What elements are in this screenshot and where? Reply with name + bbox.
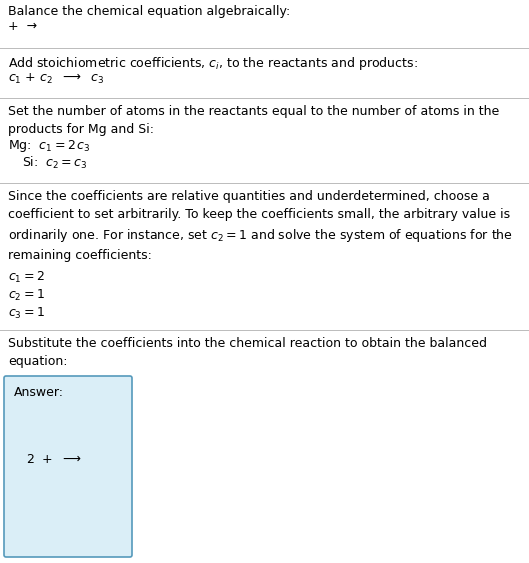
Text: Si:  $c_2 = c_3$: Si: $c_2 = c_3$ xyxy=(22,155,87,171)
Text: $c_1$ + $c_2$  $\longrightarrow$  $c_3$: $c_1$ + $c_2$ $\longrightarrow$ $c_3$ xyxy=(8,72,104,86)
Text: +  →: + → xyxy=(8,20,37,33)
Text: 2  +  $\longrightarrow$: 2 + $\longrightarrow$ xyxy=(26,453,82,466)
Text: $c_2 = 1$: $c_2 = 1$ xyxy=(8,288,45,303)
Text: Balance the chemical equation algebraically:: Balance the chemical equation algebraica… xyxy=(8,5,290,18)
Text: Mg:  $c_1 = 2\,c_3$: Mg: $c_1 = 2\,c_3$ xyxy=(8,138,91,154)
Text: Answer:: Answer: xyxy=(14,386,64,399)
Text: Since the coefficients are relative quantities and underdetermined, choose a
coe: Since the coefficients are relative quan… xyxy=(8,190,513,262)
Text: Add stoichiometric coefficients, $c_i$, to the reactants and products:: Add stoichiometric coefficients, $c_i$, … xyxy=(8,55,418,72)
Text: Substitute the coefficients into the chemical reaction to obtain the balanced
eq: Substitute the coefficients into the che… xyxy=(8,337,487,368)
Text: $c_1 = 2$: $c_1 = 2$ xyxy=(8,270,45,285)
Text: $c_3 = 1$: $c_3 = 1$ xyxy=(8,306,45,321)
FancyBboxPatch shape xyxy=(4,376,132,557)
Text: Set the number of atoms in the reactants equal to the number of atoms in the
pro: Set the number of atoms in the reactants… xyxy=(8,105,499,136)
